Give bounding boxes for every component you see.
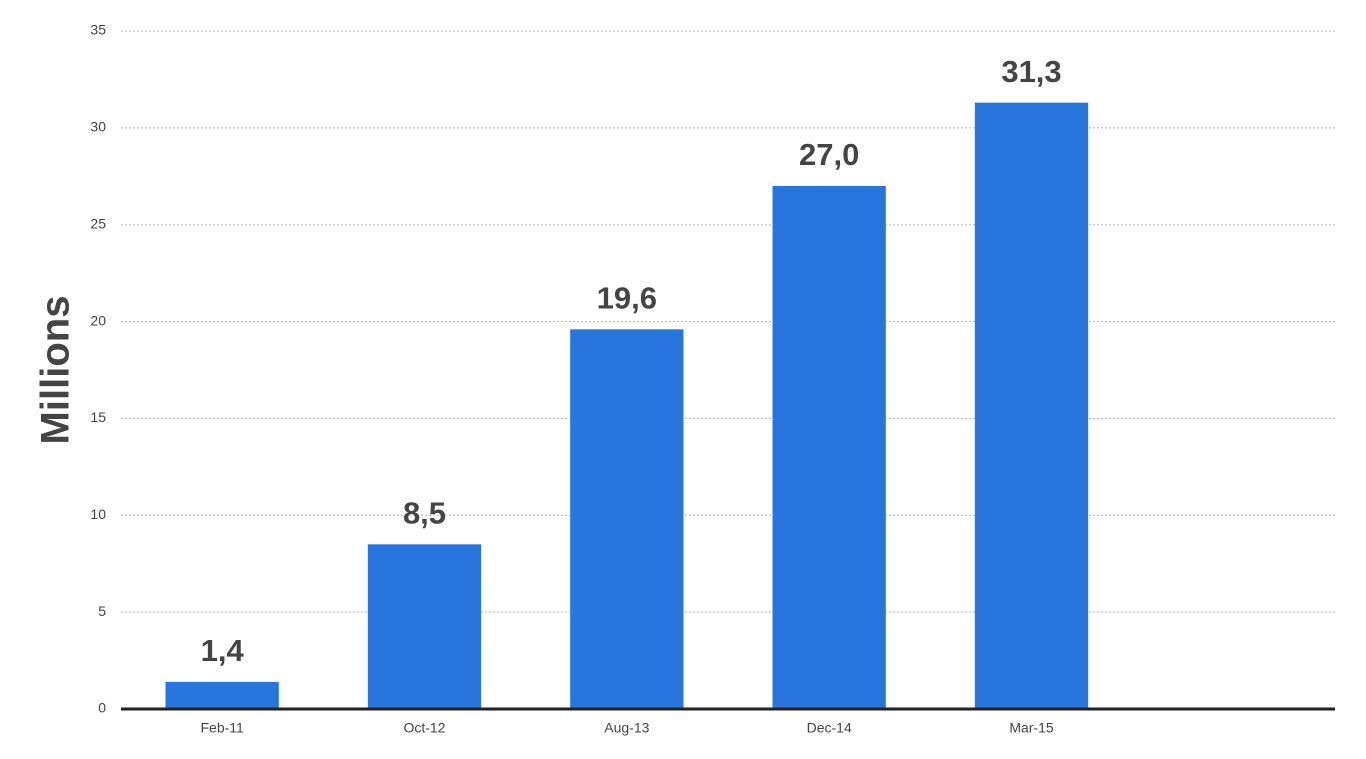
y-tick-label: 30 [90,119,106,135]
y-axis-label: Millions [34,296,78,445]
bar [974,102,1089,709]
y-tick-label: 35 [90,22,106,38]
x-tick-label: Feb-11 [201,720,245,736]
value-label: 1,4 [201,633,245,668]
x-tick-label: Mar-15 [1009,720,1054,736]
x-tick-label: Oct-12 [403,720,445,736]
bar [165,681,279,709]
value-label: 8,5 [403,496,446,531]
bar [367,544,482,709]
y-tick-label: 5 [98,603,106,619]
bar [570,329,684,709]
value-label: 31,3 [1001,54,1061,89]
y-tick-label: 15 [90,409,106,425]
y-tick-label: 10 [90,506,106,522]
value-label: 27,0 [799,137,859,172]
x-tick-label: Dec-14 [807,720,852,736]
y-tick-label: 20 [90,312,106,328]
x-tick-label: Aug-13 [604,720,649,736]
bar [772,185,886,709]
value-label: 19,6 [597,281,657,316]
y-tick-label: 0 [98,700,106,716]
y-tick-label: 25 [90,215,106,231]
